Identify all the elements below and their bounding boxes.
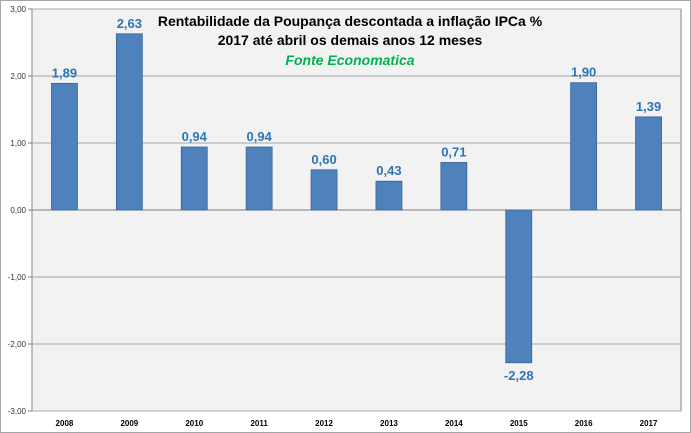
x-tick-label: 2008 xyxy=(56,419,74,428)
x-tick-label: 2009 xyxy=(120,419,138,428)
y-tick-label: -3,00 xyxy=(8,407,27,416)
x-tick-label: 2017 xyxy=(640,419,658,428)
bar xyxy=(180,146,208,211)
bar xyxy=(440,162,468,211)
y-tick-label: 2,00 xyxy=(10,72,26,81)
data-label: 2,63 xyxy=(117,16,142,31)
x-tick-label: 2012 xyxy=(315,419,333,428)
x-tick-label: 2013 xyxy=(380,419,398,428)
x-axis-ticks: 2008 2009 2010 2011 2012 2013 2014 2015 2016 2017 xyxy=(56,419,658,428)
y-tick-label: -2,00 xyxy=(8,340,27,349)
bar xyxy=(375,180,403,211)
data-labels: 1,89 2,63 0,94 0,94 0,60 0,43 0,71 -2,28 1,90 1,3… xyxy=(52,16,661,383)
data-label: 0,94 xyxy=(182,129,208,144)
x-tick-label: 2010 xyxy=(185,419,203,428)
bar xyxy=(51,82,78,211)
chart-source: Fonte Economatica xyxy=(285,52,415,68)
bar xyxy=(505,209,533,364)
data-label: 0,60 xyxy=(311,152,336,167)
data-label: 1,39 xyxy=(636,99,661,114)
x-tick-label: 2016 xyxy=(575,419,593,428)
x-tick-label: 2011 xyxy=(250,419,268,428)
data-label: 0,94 xyxy=(246,129,272,144)
bar xyxy=(115,33,143,211)
data-label: 0,71 xyxy=(441,144,466,159)
x-tick-label: 2014 xyxy=(445,419,463,428)
bar xyxy=(570,82,598,211)
bar xyxy=(635,116,662,211)
y-tick-label: 0,00 xyxy=(10,206,26,215)
data-label: 1,89 xyxy=(52,65,77,80)
data-label: 0,43 xyxy=(376,163,401,178)
data-label: -2,28 xyxy=(504,368,534,383)
bar xyxy=(245,146,273,211)
bar xyxy=(310,169,338,211)
y-tick-label: -1,00 xyxy=(8,273,27,282)
data-label: 1,90 xyxy=(571,65,596,80)
bars xyxy=(51,33,662,364)
x-tick-label: 2015 xyxy=(510,419,528,428)
y-tick-label: 3,00 xyxy=(10,5,26,14)
chart-subtitle: 2017 até abril os demais anos 12 meses xyxy=(217,32,483,48)
y-tick-label: 1,00 xyxy=(10,139,26,148)
y-axis-ticks: 3,00 2,00 1,00 0,00 -1,00 -2,00 -3,00 xyxy=(8,5,27,416)
chart-title: Rentabilidade da Poupança descontada a i… xyxy=(157,13,543,29)
